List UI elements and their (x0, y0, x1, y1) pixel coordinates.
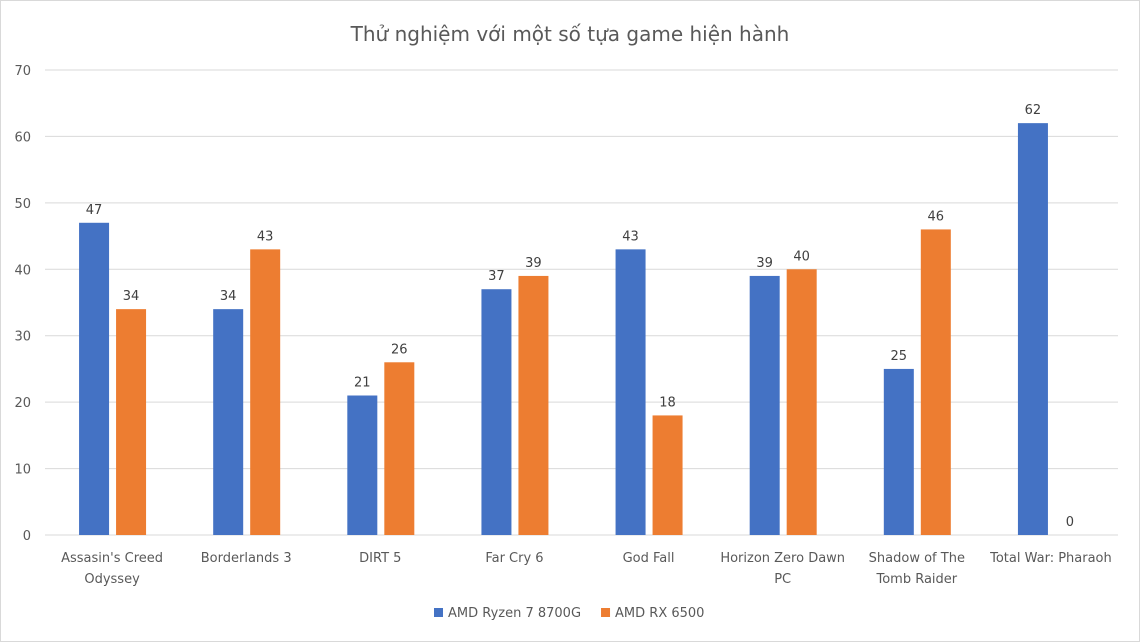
y-tick-label: 20 (14, 396, 31, 411)
bar (116, 309, 147, 535)
bar (79, 222, 110, 536)
bar (1017, 123, 1048, 536)
x-tick-label: Tomb Raider (875, 572, 957, 587)
data-label: 43 (622, 229, 639, 244)
data-label: 40 (793, 249, 810, 264)
bar (384, 362, 415, 535)
data-label: 34 (220, 289, 237, 304)
bar (481, 289, 512, 535)
gridlines (45, 69, 1118, 536)
data-label: 46 (928, 209, 945, 224)
y-tick-label: 30 (14, 330, 31, 345)
y-tick-label: 40 (14, 263, 31, 278)
x-tick-label: God Fall (623, 551, 675, 566)
bar (518, 275, 549, 535)
data-label: 21 (354, 376, 371, 391)
legend-swatch (434, 608, 443, 617)
x-tick-label: PC (774, 572, 791, 587)
bar (749, 275, 780, 535)
data-label: 43 (257, 229, 274, 244)
x-tick-label: Assasin's Creed (61, 551, 163, 566)
bar (347, 395, 378, 535)
data-label: 18 (659, 395, 676, 410)
data-label: 47 (86, 203, 103, 218)
bar (883, 368, 914, 535)
bar (786, 269, 817, 535)
y-tick-label: 10 (14, 463, 31, 478)
x-axis: Assasin's Creed Odyssey Borderlands 3 DIRT … (61, 551, 1112, 587)
legend-label: AMD Ryzen 7 8700G (448, 606, 581, 621)
y-tick-label: 0 (23, 529, 31, 544)
bar (652, 415, 683, 535)
data-label: 26 (391, 342, 408, 357)
y-axis: 0 10 20 30 40 50 60 70 (14, 64, 31, 544)
y-tick-label: 70 (14, 64, 31, 79)
y-tick-label: 60 (14, 130, 31, 145)
x-tick-label: Shadow of The (869, 551, 965, 566)
data-label: 39 (756, 256, 773, 271)
bar (615, 249, 646, 535)
data-label: 34 (123, 289, 140, 304)
x-tick-label: Horizon Zero Dawn (720, 551, 845, 566)
bar (250, 249, 281, 535)
legend-label: AMD RX 6500 (615, 606, 704, 621)
chart-title: Thử nghiệm với một số tựa game hiện hành (350, 22, 790, 46)
bar (213, 309, 244, 535)
data-label: 25 (891, 349, 908, 364)
legend-swatch (601, 608, 611, 617)
bar (920, 229, 951, 535)
data-label: 62 (1025, 103, 1042, 118)
data-label: 0 (1066, 515, 1074, 530)
x-tick-label: Odyssey (84, 572, 140, 587)
x-tick-label: Total War: Pharaoh (989, 551, 1112, 566)
y-tick-label: 50 (14, 197, 31, 212)
x-tick-label: DIRT 5 (359, 551, 401, 566)
x-tick-label: Far Cry 6 (485, 551, 543, 566)
bars: 47 34 34 43 21 26 37 39 43 18 39 40 25 46 62 0 (79, 103, 1074, 536)
x-tick-label: Borderlands 3 (201, 551, 292, 566)
data-label: 37 (488, 269, 505, 284)
legend: AMD Ryzen 7 8700G AMD RX 6500 (434, 606, 704, 621)
data-label: 39 (525, 256, 542, 271)
